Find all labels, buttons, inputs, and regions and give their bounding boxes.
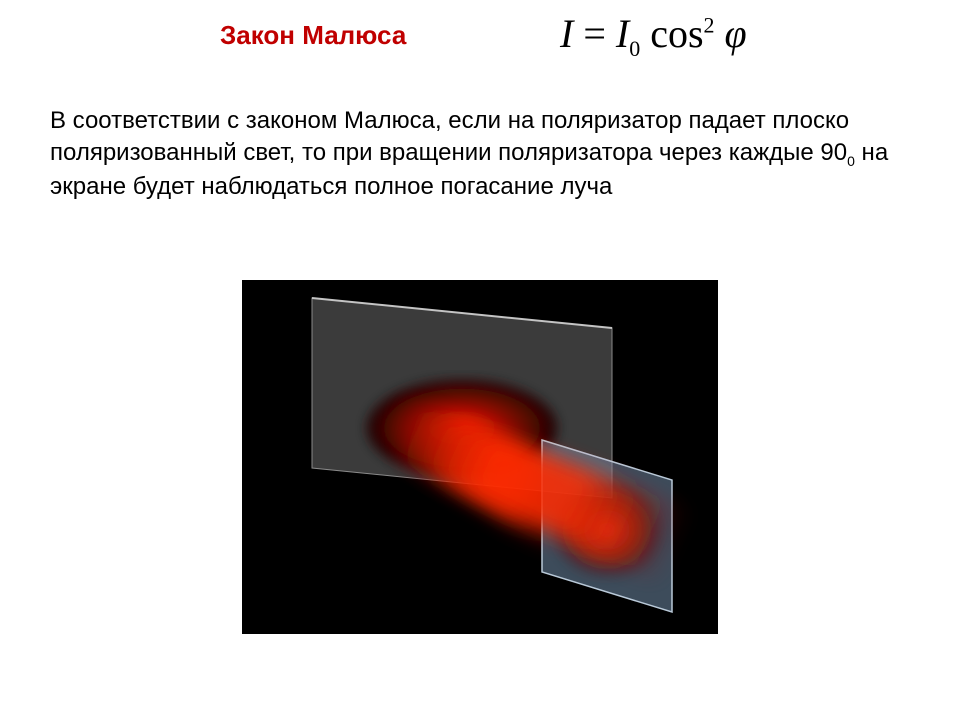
body-pre: В соответствии с законом Малюса, если на… bbox=[50, 107, 849, 166]
body-super-zero: 0 bbox=[847, 153, 855, 169]
formula-rhs-sub: 0 bbox=[629, 36, 640, 61]
formula-func-sup: 2 bbox=[704, 13, 715, 38]
body-paragraph: В соответствии с законом Малюса, если на… bbox=[50, 105, 920, 203]
formula-func: cos bbox=[640, 11, 703, 56]
malus-formula: I = I0 cos2 φ bbox=[560, 10, 747, 62]
formula-angle: φ bbox=[715, 11, 747, 56]
formula-eq: = bbox=[573, 11, 616, 56]
polarizer-figure bbox=[242, 280, 718, 634]
slide-title: Закон Малюса bbox=[220, 20, 406, 51]
formula-rhs-var: I bbox=[616, 11, 629, 56]
formula-lhs: I bbox=[560, 11, 573, 56]
polarizer-svg bbox=[242, 280, 718, 634]
